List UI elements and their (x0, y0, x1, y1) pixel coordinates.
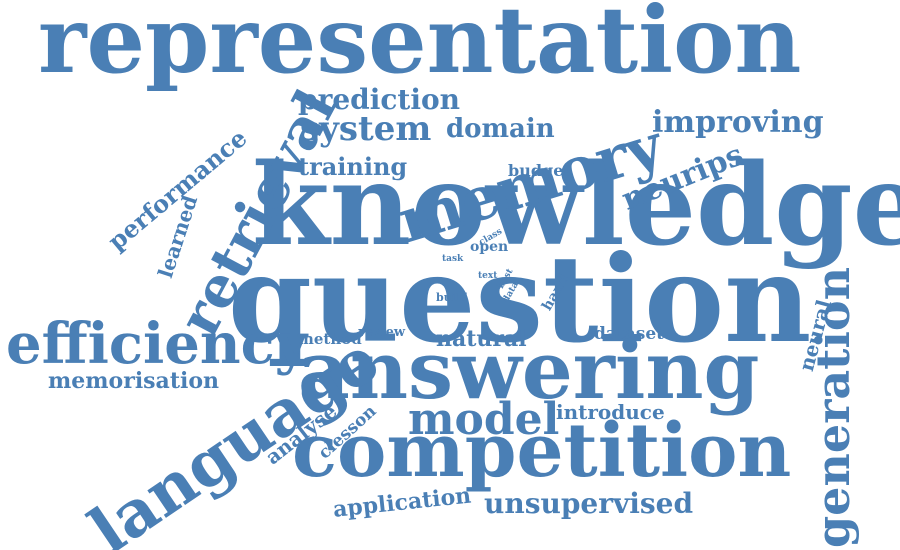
word-unsupervised: unsupervised (484, 487, 694, 520)
word-method: method (298, 330, 362, 348)
word-introduce: introduce (556, 400, 665, 424)
word-knowledge: knowledge (252, 140, 900, 271)
word-build: build (436, 291, 468, 304)
word-training: training (298, 152, 408, 181)
word-answering: answering (298, 323, 760, 417)
word-domain: domain (446, 114, 555, 144)
word-model: model (408, 394, 560, 445)
word-question: question (228, 229, 812, 370)
word-efficiency: efficiency (6, 311, 308, 377)
word-dataset: dataset (594, 324, 665, 344)
word-prediction: prediction (298, 83, 461, 116)
word-review: review (358, 325, 406, 340)
word-competition: competition (292, 408, 792, 494)
word-text: text (478, 271, 498, 281)
word-task: task (442, 254, 464, 264)
word-memorisation: memorisation (48, 368, 220, 394)
word-budget: budget (508, 161, 571, 180)
word-system: system (300, 109, 432, 149)
word-representation: representation (38, 0, 802, 94)
word-natural: natural (436, 326, 527, 352)
word-open: open (470, 239, 509, 255)
word-improving: improving (652, 105, 824, 140)
